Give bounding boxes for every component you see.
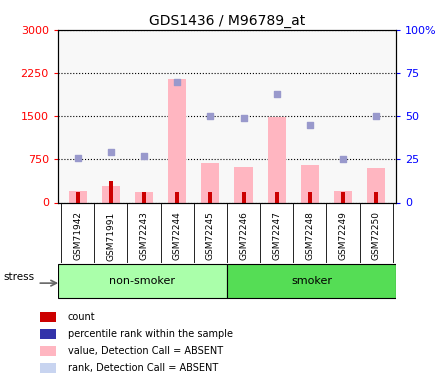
Point [141, 153, 148, 159]
Text: GSM72247: GSM72247 [272, 211, 281, 260]
Text: percentile rank within the sample: percentile rank within the sample [68, 328, 233, 339]
Bar [308, 192, 312, 202]
Text: GSM72250: GSM72250 [372, 211, 380, 261]
Text: GSM72244: GSM72244 [173, 211, 182, 260]
Bar [334, 191, 352, 202]
Bar [102, 186, 120, 202]
Bar [40, 312, 56, 322]
Bar [168, 79, 186, 203]
Text: GSM72249: GSM72249 [339, 211, 348, 260]
Text: smoker: smoker [291, 276, 332, 286]
Text: GSM71991: GSM71991 [106, 211, 115, 261]
Point [340, 156, 347, 162]
Text: GSM72246: GSM72246 [239, 211, 248, 260]
Bar [40, 346, 56, 356]
Text: count: count [68, 312, 95, 322]
Bar [58, 264, 227, 298]
Bar [201, 164, 219, 202]
Point [273, 91, 280, 97]
Point [174, 79, 181, 85]
Point [74, 154, 81, 160]
Text: non-smoker: non-smoker [109, 276, 175, 286]
Bar [40, 328, 56, 339]
Point [207, 113, 214, 119]
Bar [175, 192, 179, 202]
Text: GSM72243: GSM72243 [140, 211, 149, 260]
Text: GSM71942: GSM71942 [73, 211, 82, 261]
Bar [267, 117, 286, 202]
Bar [135, 192, 153, 202]
Point [372, 113, 380, 119]
Bar [109, 181, 113, 203]
Text: value, Detection Call = ABSENT: value, Detection Call = ABSENT [68, 346, 223, 356]
Bar [76, 192, 80, 202]
Bar [142, 192, 146, 202]
Bar [374, 192, 378, 202]
Point [240, 115, 247, 121]
Title: GDS1436 / M96789_at: GDS1436 / M96789_at [149, 13, 305, 28]
Bar [367, 168, 385, 202]
Bar [208, 192, 212, 202]
Text: stress: stress [3, 272, 34, 282]
Text: GSM72248: GSM72248 [305, 211, 314, 260]
Bar [227, 264, 396, 298]
Point [107, 150, 114, 156]
Point [306, 122, 313, 128]
Bar [40, 363, 56, 373]
Bar [69, 191, 87, 202]
Bar [242, 192, 246, 202]
Bar [235, 167, 253, 202]
Text: GSM72245: GSM72245 [206, 211, 215, 260]
Bar [275, 192, 279, 202]
Bar [301, 165, 319, 202]
Text: rank, Detection Call = ABSENT: rank, Detection Call = ABSENT [68, 363, 218, 373]
Bar [341, 192, 345, 202]
